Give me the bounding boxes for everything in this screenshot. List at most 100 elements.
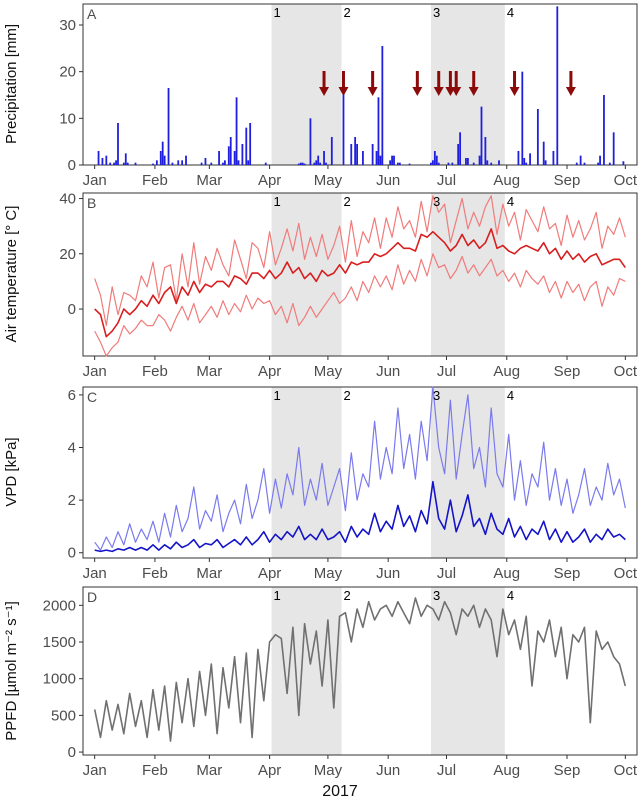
precip-bar <box>249 123 252 165</box>
panel-c-xtick-label: Mar <box>196 565 222 582</box>
precip-arrow <box>338 71 349 96</box>
panel-b-series-daily-maximum <box>94 195 626 327</box>
panel-d-xtick-label: Jul <box>437 762 456 779</box>
panel-c-ylabel: VPD [kPa] <box>3 437 20 506</box>
precip-arrow <box>468 71 479 96</box>
precip-bar <box>430 162 432 165</box>
panel-d-xtick-label: May <box>314 762 343 779</box>
precip-arrow <box>412 71 423 96</box>
panel-d-series-daily-maximum <box>93 597 627 742</box>
panel-c-xtick-label: Feb <box>142 565 168 582</box>
precip-bar <box>109 162 112 165</box>
precip-bar <box>342 71 345 165</box>
panel-b-xtick-label: Mar <box>196 363 222 380</box>
precip-bar <box>237 160 240 165</box>
panel-a-ytick-label: 10 <box>59 110 76 127</box>
precip-bar <box>245 127 248 165</box>
precip-bar <box>484 137 487 165</box>
panel-a-period-label-4: 4 <box>507 5 514 20</box>
panel-a: A Precipitation [mm] 0 10 20 30 Jan Feb Mar Ap… <box>3 3 638 189</box>
precip-bar <box>521 71 524 165</box>
precip-bar <box>171 162 174 165</box>
panel-b-series-daily-minimum <box>94 253 626 357</box>
panel-c-xtick-label: Sep <box>554 565 581 582</box>
precip-bar <box>319 162 322 165</box>
panel-d-label: D <box>87 589 97 605</box>
panel-d-xtick-label: Jun <box>376 762 400 779</box>
precip-arrow-head <box>319 87 330 96</box>
panel-b: B Air temperature [° C] 0 20 40 Jan Feb Mar A… <box>3 191 638 380</box>
precip-bar <box>457 144 460 165</box>
precip-bar <box>161 141 164 165</box>
precip-bar <box>498 160 500 165</box>
precip-bar <box>465 158 467 165</box>
precip-bar <box>113 162 116 165</box>
panel-c-xtick-label: Aug <box>493 565 520 582</box>
panel-c-frame <box>82 386 638 559</box>
panel-b-xtick-label: Feb <box>142 363 168 380</box>
precip-bar <box>391 155 393 165</box>
precip-bar <box>472 162 475 165</box>
precip-bar <box>330 137 333 165</box>
precip-bar <box>134 162 137 165</box>
panel-a-xtick-label: Apr <box>258 172 281 189</box>
precip-bar <box>523 158 526 165</box>
panel-a-xtick-label: Sep <box>554 172 581 189</box>
precip-bar <box>105 155 108 165</box>
precip-bar <box>486 160 489 165</box>
panel-b-xtick-label: Apr <box>258 363 281 380</box>
precip-bar <box>350 144 353 165</box>
precip-arrow-head <box>367 87 378 96</box>
panel-b-ytick-label: 40 <box>59 191 76 208</box>
panel-d-shade-2 <box>430 587 505 755</box>
panel-d-ytick-label: 1000 <box>43 671 76 688</box>
panel-b-ylabel: Air temperature [° C] <box>3 206 20 343</box>
precip-arrow <box>367 71 378 96</box>
precip-bar <box>152 163 154 165</box>
precip-bar <box>185 155 187 165</box>
panel-b-ytick-label: 20 <box>59 246 76 263</box>
precip-bar <box>354 137 357 165</box>
panel-a-period-label-1: 1 <box>274 5 281 20</box>
panel-a-shade-1 <box>271 4 342 165</box>
precip-bar <box>181 160 184 165</box>
panel-d-period-label-1: 1 <box>274 588 281 603</box>
panel-c-xtick-label: Oct <box>614 565 638 582</box>
precip-arrow <box>319 71 330 96</box>
panel-b-period-label-4: 4 <box>507 194 514 209</box>
precip-bar <box>529 153 531 165</box>
precip-bar <box>379 155 382 165</box>
precip-bar <box>325 162 327 165</box>
panel-d: D PPFD [µmol m⁻² s⁻¹] 0 500 1000 1500 2000 J… <box>3 586 638 779</box>
panel-b-period-label-1: 1 <box>274 194 281 209</box>
precip-bar <box>466 158 469 165</box>
precip-arrow-head <box>451 87 462 96</box>
panel-c-ytick-label: 6 <box>68 387 76 404</box>
panel-c-xtick-label: Apr <box>258 565 281 582</box>
panel-c-ytick-label: 0 <box>68 545 76 562</box>
precip-bar <box>622 161 625 165</box>
precip-bar <box>490 162 493 165</box>
panel-d-ytick-label: 500 <box>51 707 76 724</box>
precip-bar <box>371 144 374 165</box>
panel-d-xtick-label: Mar <box>196 762 222 779</box>
precip-bar <box>126 162 129 165</box>
precip-bar <box>459 132 462 165</box>
precip-bar <box>480 106 483 165</box>
panel-c-period-label-3: 3 <box>433 388 440 403</box>
panel-d-xtick-label: Jan <box>83 762 107 779</box>
panel-c-period-label-4: 4 <box>507 388 514 403</box>
panel-c-shade-1 <box>271 387 342 558</box>
precip-bar <box>97 151 100 165</box>
precip-bar <box>389 160 392 165</box>
precip-bar <box>264 162 267 165</box>
precip-bar <box>451 162 454 165</box>
panel-b-period-label-3: 3 <box>433 194 440 209</box>
precip-bar <box>222 162 224 165</box>
panel-d-ytick-label: 1500 <box>43 634 76 651</box>
panel-a-ytick-label: 30 <box>59 17 76 34</box>
panel-a-xtick-label: Oct <box>614 172 638 189</box>
precip-bar <box>155 160 158 165</box>
panel-b-xtick-label: Jun <box>376 363 400 380</box>
